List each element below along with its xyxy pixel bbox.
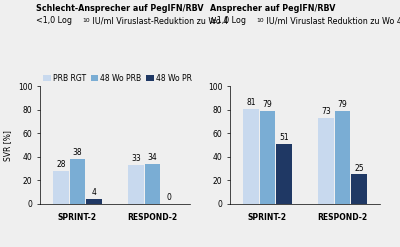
Bar <box>145 164 160 204</box>
Bar <box>352 174 366 204</box>
Text: 10: 10 <box>82 18 90 23</box>
Text: 10: 10 <box>256 18 264 23</box>
Bar <box>276 144 292 204</box>
Y-axis label: SVR [%]: SVR [%] <box>3 130 12 161</box>
Text: 25: 25 <box>354 164 364 173</box>
Text: IU/ml Viruslast Reduktion zu Wo 4: IU/ml Viruslast Reduktion zu Wo 4 <box>264 16 400 25</box>
Text: 34: 34 <box>148 153 157 162</box>
Bar <box>70 159 85 204</box>
Text: 28: 28 <box>56 160 66 169</box>
Text: Ansprecher auf PegIFN/RBV: Ansprecher auf PegIFN/RBV <box>210 4 336 13</box>
Text: IU/ml Viruslast-Reduktion zu Wo 4: IU/ml Viruslast-Reduktion zu Wo 4 <box>90 16 228 25</box>
Text: 33: 33 <box>131 154 141 163</box>
Bar <box>318 118 334 204</box>
Bar <box>54 171 68 204</box>
Text: 38: 38 <box>73 148 82 157</box>
Bar <box>335 111 350 204</box>
Bar <box>128 165 144 204</box>
Text: 73: 73 <box>321 107 331 116</box>
Bar <box>244 109 258 204</box>
Text: Schlecht-Ansprecher auf PegIFN/RBV: Schlecht-Ansprecher auf PegIFN/RBV <box>36 4 204 13</box>
Text: 0: 0 <box>166 193 172 202</box>
Text: 79: 79 <box>338 100 347 109</box>
Bar <box>260 111 275 204</box>
Text: 51: 51 <box>279 133 289 142</box>
Text: 81: 81 <box>246 98 256 107</box>
Text: <1,0 Log: <1,0 Log <box>36 16 72 25</box>
Text: ≥1,0 Log: ≥1,0 Log <box>210 16 246 25</box>
Text: 79: 79 <box>263 100 272 109</box>
Text: 4: 4 <box>92 188 96 197</box>
Bar <box>86 199 102 204</box>
Legend: PRB RGT, 48 Wo PRB, 48 Wo PR: PRB RGT, 48 Wo PRB, 48 Wo PR <box>40 70 195 86</box>
